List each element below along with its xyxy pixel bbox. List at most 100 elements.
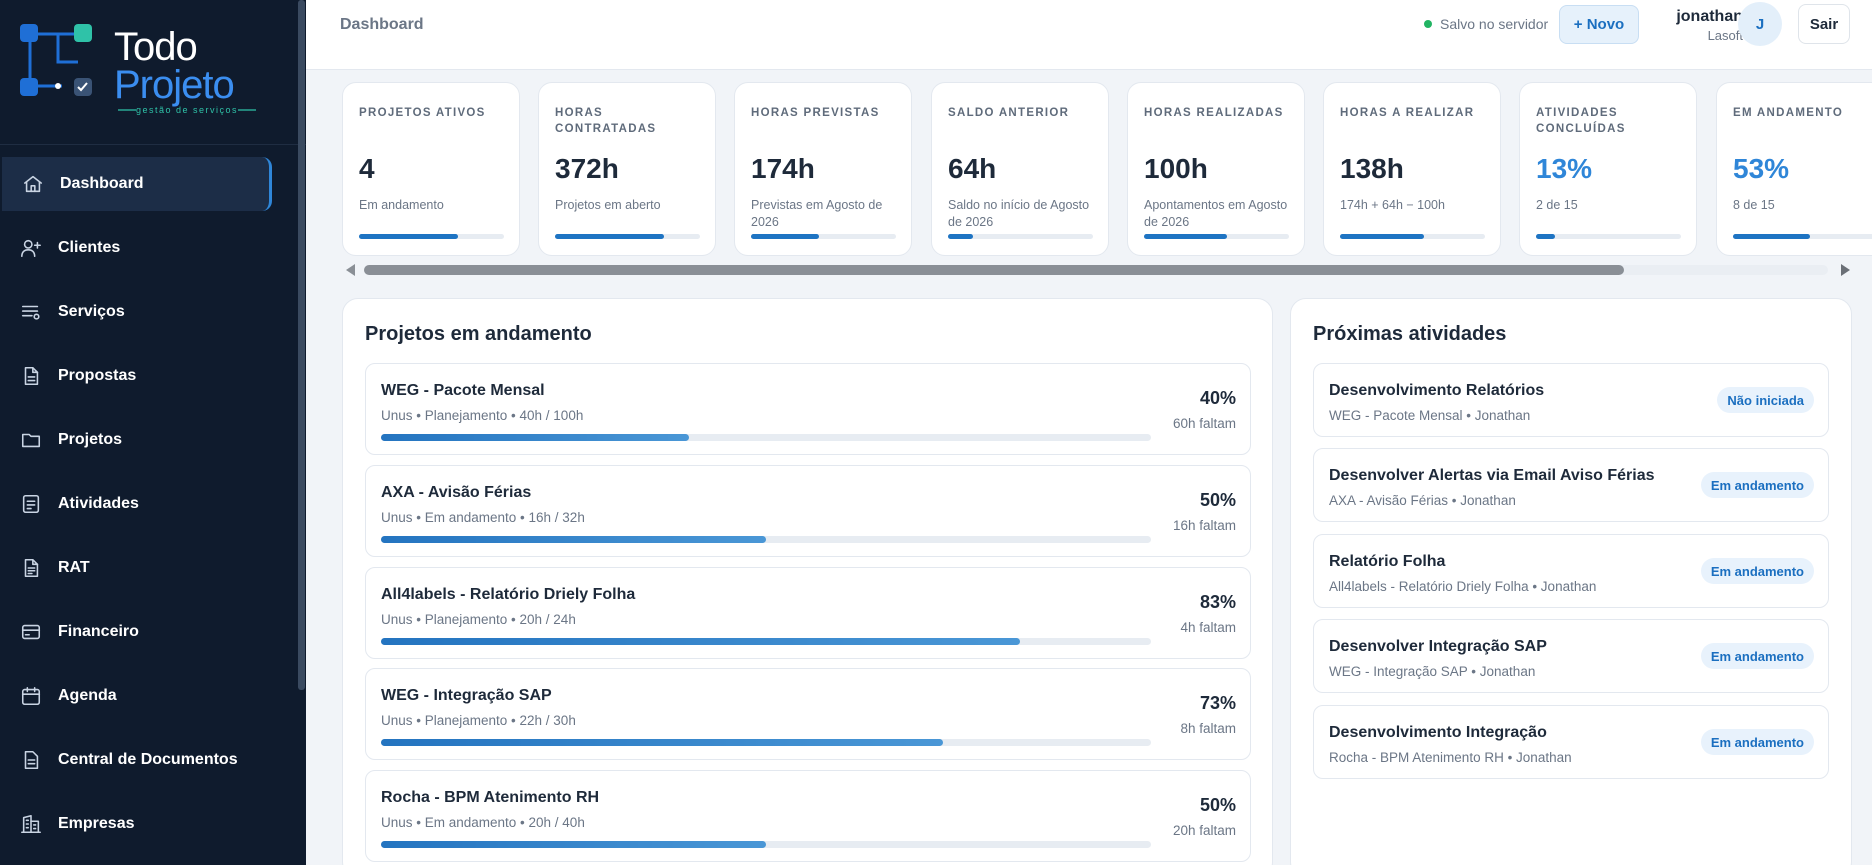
project-card[interactable]: WEG - Pacote Mensal Unus • Planejamento … xyxy=(365,363,1251,455)
calendar-icon xyxy=(20,685,42,707)
kpi-progress-fill xyxy=(1733,234,1810,239)
kpi-card-saldo-anterior: Saldo anterior 64h Saldo no início de Ag… xyxy=(931,82,1109,256)
kpi-progress-bar xyxy=(1733,234,1872,239)
kpi-card-horas-realizadas: Horas realizadas 100h Apontamentos em Ag… xyxy=(1127,82,1305,256)
project-percent: 83% xyxy=(1199,592,1236,612)
activity-name: Desenvolvimento Integração xyxy=(1329,724,1547,741)
sidebar-item-label: Financeiro xyxy=(58,623,139,640)
kpi-value: 372h xyxy=(555,153,619,184)
project-card[interactable]: All4labels - Relatório Driely Folha Unus… xyxy=(365,567,1251,659)
kpi-value: 174h xyxy=(751,153,815,184)
project-progress-bar xyxy=(381,841,1151,848)
sidebar-item-clientes[interactable]: Clientes xyxy=(0,221,275,275)
new-button[interactable]: + Novo xyxy=(1559,5,1639,44)
sidebar-item-label: Central de Documentos xyxy=(58,751,238,768)
project-card[interactable]: Rocha - BPM Atenimento RH Unus • Em anda… xyxy=(365,770,1251,862)
sidebar-item-label: Atividades xyxy=(58,495,139,512)
activities-panel: Próximas atividades Desenvolvimento Rela… xyxy=(1290,298,1852,865)
kpi-strip: Projetos ativos 4 Em andamento Horas con… xyxy=(342,82,1872,257)
activity-card[interactable]: Desenvolver Alertas via Email Aviso Féri… xyxy=(1313,448,1829,522)
user-plus-icon xyxy=(20,237,42,259)
sidebar: Todo Projeto gestão de serviços Dashboar… xyxy=(0,0,306,865)
building-icon xyxy=(20,813,42,835)
project-card[interactable]: WEG - Integração SAP Unus • Planejamento… xyxy=(365,668,1251,760)
kpi-subtitle: 2 de 15 xyxy=(1536,198,1578,212)
kpi-progress-fill xyxy=(948,234,973,239)
sidebar-scrollbar[interactable] xyxy=(298,0,305,690)
home-icon xyxy=(22,173,44,195)
activity-card[interactable]: Desenvolvimento Integração Rocha - BPM A… xyxy=(1313,705,1829,779)
project-remaining: 60h faltam xyxy=(1172,416,1236,431)
topbar: Dashboard Salvo no servidor + Novo jonat… xyxy=(306,0,1872,70)
status-badge: Em andamento xyxy=(1700,472,1814,498)
project-card[interactable]: AXA - Avisão Férias Unus • Em andamento … xyxy=(365,465,1251,557)
project-name: All4labels - Relatório Driely Folha xyxy=(381,586,636,603)
sidebar-item-agenda[interactable]: Agenda xyxy=(0,669,275,723)
save-status: Salvo no servidor xyxy=(1424,16,1548,32)
activity-meta: WEG - Pacote Mensal • Jonathan xyxy=(1329,408,1531,423)
activity-card[interactable]: Desenvolver Integração SAP WEG - Integra… xyxy=(1313,619,1829,693)
scroll-right-arrow-icon[interactable] xyxy=(1841,264,1850,276)
project-remaining: 4h faltam xyxy=(1180,620,1236,635)
sidebar-item-projetos[interactable]: Projetos xyxy=(0,413,275,467)
avatar[interactable]: J xyxy=(1738,2,1782,46)
kpi-card-horas-contratadas: Horas contratadas 372h Projetos em abert… xyxy=(538,82,716,256)
kpi-progress-fill xyxy=(1340,234,1425,239)
project-meta: Unus • Planejamento • 20h / 24h xyxy=(381,612,576,627)
project-meta: Unus • Planejamento • 22h / 30h xyxy=(381,713,576,728)
activity-card[interactable]: Relatório Folha All4labels - Relatório D… xyxy=(1313,534,1829,608)
activity-meta: Rocha - BPM Atenimento RH • Jonathan xyxy=(1329,750,1572,765)
sidebar-item-empresas[interactable]: Empresas xyxy=(0,797,275,851)
sidebar-item-central-documentos[interactable]: Central de Documentos xyxy=(0,733,275,787)
sidebar-item-atividades[interactable]: Atividades xyxy=(0,477,275,531)
file-icon xyxy=(20,749,42,771)
sidebar-item-dashboard[interactable]: Dashboard xyxy=(2,157,272,211)
scroll-left-arrow-icon[interactable] xyxy=(346,264,355,276)
kpi-label: Atividades concluídas xyxy=(1536,107,1626,135)
activity-meta: AXA - Avisão Férias • Jonathan xyxy=(1329,493,1516,508)
activity-card[interactable]: Desenvolvimento Relatórios WEG - Pacote … xyxy=(1313,363,1829,437)
project-name: Rocha - BPM Atenimento RH xyxy=(381,789,600,806)
kpi-progress-fill xyxy=(751,234,820,239)
kpi-progress-fill xyxy=(1536,234,1555,239)
sidebar-divider xyxy=(0,144,306,145)
kpi-horizontal-scrollbar[interactable] xyxy=(342,262,1850,278)
sidebar-item-servicos[interactable]: Serviços xyxy=(0,285,275,339)
kpi-card-horas-previstas: Horas previstas 174h Previstas em Agosto… xyxy=(734,82,912,256)
kpi-progress-bar xyxy=(359,234,504,239)
status-badge: Em andamento xyxy=(1700,643,1814,669)
activity-name: Desenvolver Alertas via Email Aviso Féri… xyxy=(1329,467,1655,484)
kpi-label: Horas contratadas xyxy=(555,107,657,135)
kpi-label: Projetos ativos xyxy=(359,107,486,119)
project-progress-fill xyxy=(381,739,944,746)
kpi-progress-bar xyxy=(751,234,896,239)
project-remaining: 16h faltam xyxy=(1172,518,1236,533)
sidebar-item-label: Propostas xyxy=(58,367,137,384)
kpi-progress-bar xyxy=(948,234,1093,239)
status-badge: Em andamento xyxy=(1700,558,1814,584)
logout-button[interactable]: Sair xyxy=(1798,4,1850,44)
status-dot-icon xyxy=(1424,20,1432,28)
projects-panel: Projetos em andamento WEG - Pacote Mensa… xyxy=(342,298,1273,865)
scrollbar-thumb[interactable] xyxy=(364,265,1624,275)
sidebar-item-financeiro[interactable]: Financeiro xyxy=(0,605,275,659)
sidebar-item-propostas[interactable]: Propostas xyxy=(0,349,275,403)
card-icon xyxy=(20,621,42,643)
project-meta: Unus • Planejamento • 40h / 100h xyxy=(381,408,584,423)
project-progress-bar xyxy=(381,434,1151,441)
kpi-progress-bar xyxy=(1144,234,1289,239)
sidebar-item-rat[interactable]: RAT xyxy=(0,541,275,595)
user-name: jonathan xyxy=(1676,8,1743,25)
project-percent: 50% xyxy=(1199,490,1236,510)
project-progress-fill xyxy=(381,434,689,441)
sidebar-item-label: Serviços xyxy=(58,303,125,320)
project-name: WEG - Pacote Mensal xyxy=(381,382,545,399)
brand-name-line2: Projeto xyxy=(114,63,234,107)
save-status-label: Salvo no servidor xyxy=(1440,16,1549,32)
project-progress-fill xyxy=(381,841,766,848)
kpi-subtitle: Saldo no início de Agosto de 2026 xyxy=(948,198,1090,229)
folder-icon xyxy=(20,429,42,451)
kpi-progress-bar xyxy=(555,234,700,239)
kpi-value: 13% xyxy=(1536,153,1593,184)
kpi-card-atividades-concluidas: Atividades concluídas 13% 2 de 15 xyxy=(1519,82,1697,256)
